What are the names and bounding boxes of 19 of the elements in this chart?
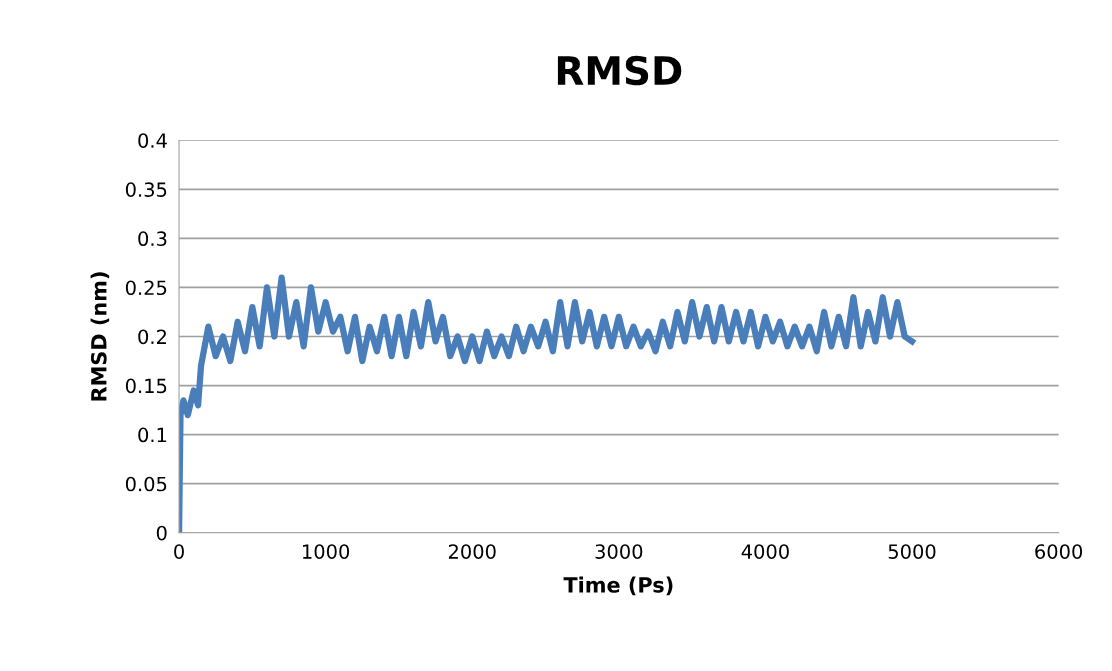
x-axis-title: Time (Ps) xyxy=(563,576,673,596)
x-tick-label: 1000 xyxy=(303,544,350,559)
y-tick-label: 0.2 xyxy=(138,329,166,345)
y-tick-label: 0.25 xyxy=(125,280,167,296)
y-axis-title: RMSD (nm) xyxy=(90,272,110,401)
x-tick-label: 3000 xyxy=(595,544,643,559)
y-tick-label: 0.4 xyxy=(138,133,167,148)
chart-title: RMSD xyxy=(557,55,682,86)
y-tick-label: 0.3 xyxy=(138,231,167,247)
y-tick-label: 0 xyxy=(156,525,167,541)
x-tick-label: 2000 xyxy=(448,544,496,559)
x-tick-label: 6000 xyxy=(1035,544,1083,559)
y-tick-label: 0.1 xyxy=(138,427,167,443)
y-tick-label: 0.05 xyxy=(125,476,167,492)
x-tick-label: 0 xyxy=(174,544,184,559)
x-tick-label: 4000 xyxy=(741,544,789,559)
y-tick-label: 0.35 xyxy=(125,182,167,197)
x-tick-label: 5000 xyxy=(888,544,936,559)
y-tick-label: 0.15 xyxy=(125,378,167,394)
